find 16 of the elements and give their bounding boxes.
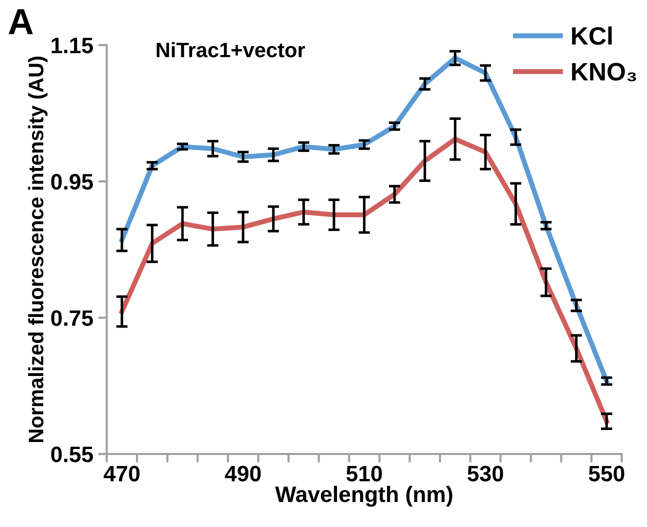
y-tick-label: 0.55 — [51, 446, 93, 462]
y-tick-label: 1.15 — [52, 38, 93, 54]
x-tick-label: 490 — [224, 466, 261, 482]
x-tick-label: 470 — [104, 466, 140, 482]
y-tick-label: 0.95 — [51, 174, 93, 190]
x-tick-label: 550 — [588, 466, 624, 482]
x-tick-label: 510 — [346, 466, 382, 482]
text: A — [8, 9, 33, 34]
line-series — [119, 136, 610, 424]
chart-title: NiTrac1+vector — [156, 42, 306, 58]
legend-label: KNO₃ — [572, 62, 636, 82]
legend-label: KCl — [572, 26, 612, 45]
x-axis-title: Wavelength (nm) — [275, 486, 452, 507]
y-axis-title: Normalized fluorescence intensity (AU) — [28, 56, 48, 442]
y-tick-label: 0.75 — [51, 310, 93, 326]
x-tick-label: 530 — [468, 466, 504, 482]
